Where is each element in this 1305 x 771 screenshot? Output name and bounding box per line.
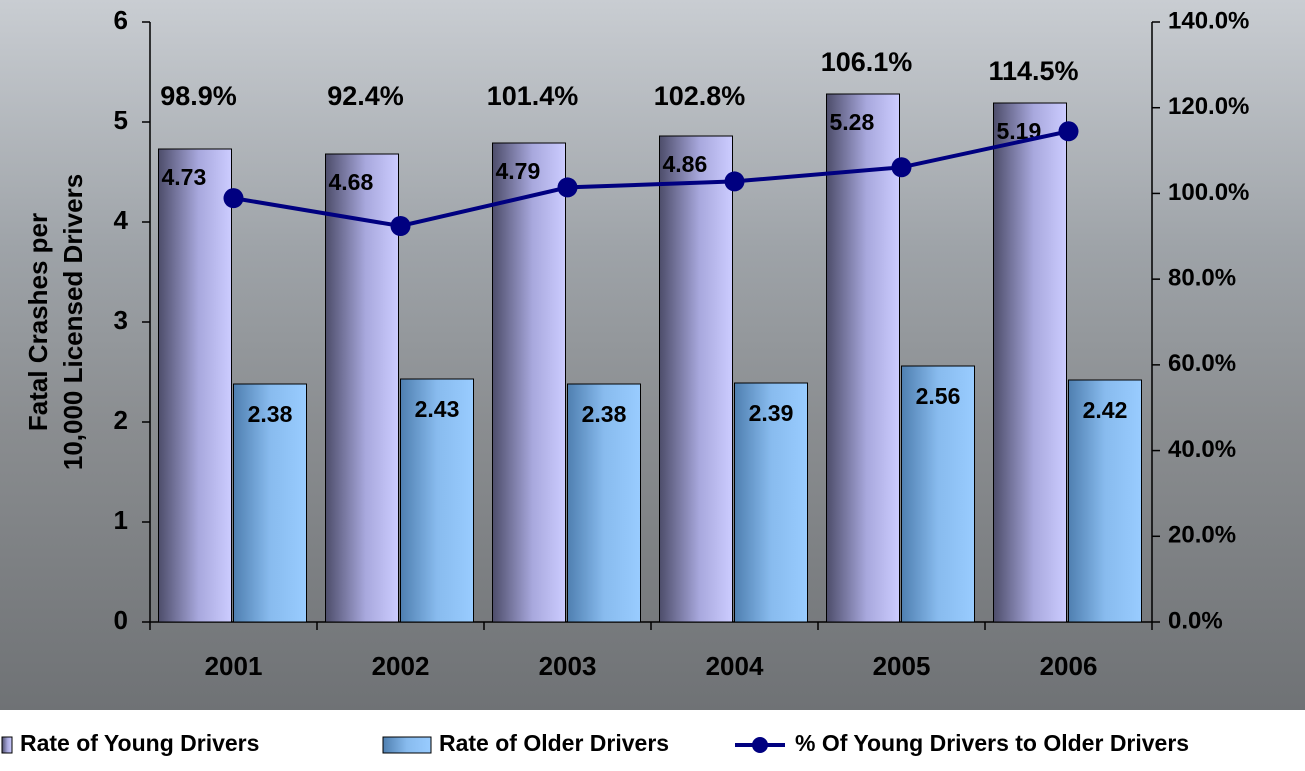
y-tick-label: 5 [114,105,128,135]
x-tick-label: 2002 [372,651,430,681]
y2-tick-label: 40.0% [1168,436,1236,463]
data-label: 5.28 [830,109,875,135]
data-label: 92.4% [327,81,404,111]
data-label: 106.1% [821,47,913,77]
bar [159,149,232,622]
legend-marker [752,737,768,753]
legend-swatch [383,737,431,753]
legend-swatch [2,737,12,753]
data-label: 4.73 [162,164,207,190]
data-label: 2.38 [248,401,293,427]
y2-tick-label: 20.0% [1168,522,1236,549]
y-tick-label: 1 [114,505,128,535]
y-tick-label: 3 [114,305,128,335]
y2-tick-label: 140.0% [1168,7,1249,34]
x-tick-label: 2006 [1040,651,1098,681]
y2-tick-label: 80.0% [1168,264,1236,291]
y-tick-label: 2 [114,405,128,435]
data-label: 98.9% [160,81,237,111]
y-tick-label: 0 [114,605,128,635]
data-label: 2.56 [916,383,961,409]
bar [994,103,1067,622]
y-tick-label: 4 [114,205,129,235]
line-point [892,157,912,177]
x-tick-label: 2003 [539,651,597,681]
bar [660,136,733,622]
x-tick-label: 2001 [205,651,263,681]
y-axis-title: 10,000 Licensed Drivers [58,174,88,470]
line-point [725,171,745,191]
legend-label: Rate of Older Drivers [439,730,669,756]
x-tick-label: 2005 [873,651,931,681]
legend-label: Rate of Young Drivers [20,730,259,756]
data-label: 101.4% [487,81,579,111]
y-axis-title: Fatal Crashes per [23,213,53,431]
data-label: 2.38 [582,401,627,427]
data-label: 102.8% [654,81,746,111]
y2-tick-label: 60.0% [1168,350,1236,377]
y-tick-label: 6 [114,5,128,35]
data-label: 4.79 [496,158,541,184]
data-label: 2.43 [415,396,460,422]
y2-tick-label: 100.0% [1168,179,1249,206]
data-label: 2.39 [749,400,794,426]
y2-tick-label: 120.0% [1168,93,1249,120]
data-label: 114.5% [988,56,1078,86]
bar [493,143,566,622]
y2-tick-label: 0.0% [1168,607,1223,634]
line-point [558,177,578,197]
line-point [1059,121,1079,141]
data-label: 4.86 [663,151,708,177]
x-tick-label: 2004 [706,651,764,681]
data-label: 4.68 [329,169,374,195]
legend-label: % Of Young Drivers to Older Drivers [795,730,1189,756]
chart: Fatal Crashes per 10,000 Licensed Driver… [0,0,1305,771]
line-point [224,188,244,208]
data-label: 2.42 [1083,397,1128,423]
line-point [391,216,411,236]
